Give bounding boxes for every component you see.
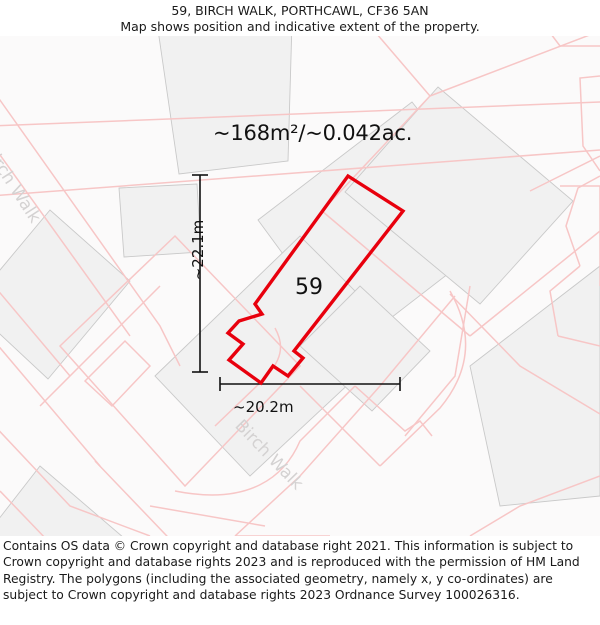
property-outline-polygon[interactable] — [225, 173, 406, 386]
parcel-line — [0, 98, 181, 367]
parcel-line — [404, 285, 471, 437]
building-polygon — [0, 465, 123, 536]
dimension-bars — [192, 174, 401, 391]
area-label: ~168m²/~0.042ac. — [213, 121, 413, 145]
house-number-label: 59 — [295, 275, 323, 300]
page-subtitle: Map shows position and indicative extent… — [120, 19, 480, 34]
parcel-line — [0, 153, 131, 337]
parcel-line — [429, 36, 590, 97]
building-polygon — [0, 209, 131, 380]
building-polygon — [118, 183, 202, 258]
page-header: 59, BIRCH WALK, PORTHCAWL, CF36 5AN Map … — [0, 0, 600, 36]
building-polygon — [344, 86, 574, 305]
parcel-line — [549, 265, 581, 337]
building-polygon — [158, 36, 293, 175]
copyright-text: Contains OS data © Crown copyright and d… — [3, 539, 580, 603]
parcel-line — [0, 291, 71, 377]
parcel-line — [377, 36, 431, 97]
parcel-line — [0, 430, 151, 536]
parcel-line — [94, 460, 168, 536]
map-canvas[interactable]: ~168m²/~0.042ac. 59 ~22.1m ~20.2m Birch … — [0, 36, 600, 536]
parcel-line — [149, 505, 266, 527]
parcel-boundary-lines — [0, 36, 600, 536]
parcel-line — [469, 230, 600, 337]
building-polygon — [469, 265, 600, 507]
map-vector-layer — [0, 36, 600, 536]
parcel-line — [0, 490, 45, 536]
copyright-footer: Contains OS data © Crown copyright and d… — [0, 536, 600, 625]
page-title: 59, BIRCH WALK, PORTHCAWL, CF36 5AN — [171, 3, 429, 18]
parcel-line — [557, 335, 600, 347]
parcel-line — [39, 285, 161, 407]
parcel-line — [565, 175, 600, 267]
parcel-line — [529, 155, 600, 192]
parcel-line — [0, 149, 600, 196]
parcel-line — [299, 385, 381, 467]
parcel-line — [234, 295, 456, 536]
height-dimension-label: ~22.1m — [189, 219, 207, 281]
parcel-line — [321, 210, 471, 337]
parcel-line — [449, 293, 600, 415]
building-polygon — [299, 285, 431, 412]
parcel-line — [579, 75, 600, 172]
parcel-line — [58, 234, 302, 488]
parcel-line — [174, 385, 356, 496]
parcel-line — [83, 339, 152, 408]
parcel-line — [469, 475, 600, 536]
parcel-line — [321, 95, 431, 212]
parcel-line — [551, 36, 600, 47]
width-dimension-label: ~20.2m — [233, 398, 294, 416]
parcel-line — [379, 290, 467, 467]
parcel-line — [0, 101, 600, 127]
